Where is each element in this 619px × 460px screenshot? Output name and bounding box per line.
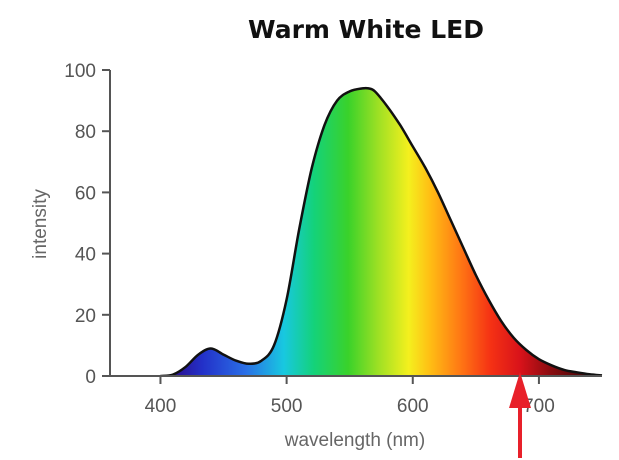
x-tick-label: 400 xyxy=(145,396,177,417)
y-axis-ticks: 0 20 40 60 80 100 xyxy=(64,61,110,388)
x-tick-label: 500 xyxy=(271,396,303,417)
y-tick-label: 100 xyxy=(64,61,96,82)
arrow-head xyxy=(509,372,531,408)
y-tick-label: 60 xyxy=(75,183,96,204)
x-axis-label: wavelength (nm) xyxy=(284,430,425,451)
spectrum-area xyxy=(160,88,602,377)
y-tick-label: 80 xyxy=(75,122,96,143)
red-arrow-annotation xyxy=(509,372,531,458)
y-tick-label: 20 xyxy=(75,306,96,327)
x-tick-label: 600 xyxy=(397,396,429,417)
chart-title: Warm White LED xyxy=(248,15,484,44)
x-axis-ticks: 400 500 600 700 xyxy=(145,376,555,417)
spectrum-curve xyxy=(160,86,603,377)
y-axis-label: intensity xyxy=(30,189,51,259)
y-tick-label: 40 xyxy=(75,245,96,266)
x-tick-label: 700 xyxy=(523,396,555,417)
y-tick-label: 0 xyxy=(85,367,96,388)
